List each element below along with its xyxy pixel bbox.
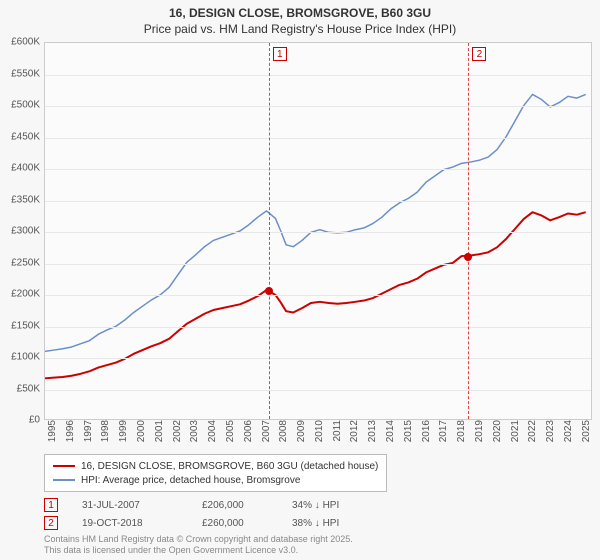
sale-marker-dot — [265, 287, 273, 295]
chart-title-subtitle: Price paid vs. HM Land Registry's House … — [0, 22, 600, 36]
series-line-hpi — [45, 94, 586, 351]
transaction-table: 1 31-JUL-2007£206,00034% ↓ HPI 2 19-OCT-201… — [44, 496, 392, 532]
x-axis-tick-label: 2010 — [314, 420, 325, 450]
transaction-row: 2 19-OCT-2018£260,00038% ↓ HPI — [44, 514, 392, 532]
sale-marker-line — [269, 43, 270, 419]
x-axis-tick-label: 1996 — [65, 420, 76, 450]
legend-swatch — [53, 465, 75, 467]
sale-marker-number: 1 — [273, 47, 287, 61]
x-axis-tick-label: 2015 — [403, 420, 414, 450]
y-axis-tick-label: £200K — [0, 289, 40, 300]
transaction-price: £206,000 — [202, 500, 292, 511]
y-axis-tick-label: £150K — [0, 320, 40, 331]
gridline-h — [45, 201, 591, 202]
x-axis-tick-label: 2011 — [332, 420, 343, 450]
x-axis-tick-label: 2016 — [421, 420, 432, 450]
x-axis-tick-label: 2018 — [456, 420, 467, 450]
transaction-date: 19-OCT-2018 — [82, 518, 202, 529]
gridline-h — [45, 295, 591, 296]
gridline-h — [45, 138, 591, 139]
sale-marker-number: 2 — [472, 47, 486, 61]
transaction-number-box: 1 — [44, 498, 58, 512]
x-axis-tick-label: 1998 — [100, 420, 111, 450]
x-axis-tick-label: 2004 — [207, 420, 218, 450]
title-block: 16, DESIGN CLOSE, BROMSGROVE, B60 3GU Pr… — [0, 0, 600, 38]
chart-container: 16, DESIGN CLOSE, BROMSGROVE, B60 3GU Pr… — [0, 0, 600, 560]
chart-svg — [45, 43, 591, 419]
x-axis-tick-label: 2014 — [385, 420, 396, 450]
transaction-number-box: 2 — [44, 516, 58, 530]
x-axis-tick-label: 2019 — [474, 420, 485, 450]
footer-line1: Contains HM Land Registry data © Crown c… — [44, 534, 353, 545]
y-axis-tick-label: £450K — [0, 131, 40, 142]
y-axis-tick-label: £500K — [0, 100, 40, 111]
legend-box: 16, DESIGN CLOSE, BROMSGROVE, B60 3GU (d… — [44, 454, 387, 492]
sale-marker-line — [468, 43, 469, 419]
legend-label: HPI: Average price, detached house, Brom… — [81, 475, 300, 486]
gridline-h — [45, 232, 591, 233]
y-axis-tick-label: £350K — [0, 194, 40, 205]
transaction-date: 31-JUL-2007 — [82, 500, 202, 511]
x-axis-tick-label: 2005 — [225, 420, 236, 450]
y-axis-tick-label: £100K — [0, 352, 40, 363]
x-axis-tick-label: 2013 — [367, 420, 378, 450]
gridline-h — [45, 75, 591, 76]
y-axis-tick-label: £400K — [0, 163, 40, 174]
x-axis-tick-label: 2023 — [545, 420, 556, 450]
plot-area: 12 — [44, 42, 592, 420]
transaction-pct-delta: 34% ↓ HPI — [292, 500, 392, 511]
x-axis-tick-label: 2022 — [527, 420, 538, 450]
gridline-h — [45, 264, 591, 265]
x-axis-tick-label: 2020 — [492, 420, 503, 450]
x-axis-tick-label: 2001 — [154, 420, 165, 450]
gridline-h — [45, 169, 591, 170]
transaction-row: 1 31-JUL-2007£206,00034% ↓ HPI — [44, 496, 392, 514]
x-axis-tick-label: 2021 — [510, 420, 521, 450]
legend-swatch — [53, 479, 75, 481]
chart-title-address: 16, DESIGN CLOSE, BROMSGROVE, B60 3GU — [0, 6, 600, 20]
attribution-footer: Contains HM Land Registry data © Crown c… — [44, 534, 353, 556]
footer-line2: This data is licensed under the Open Gov… — [44, 545, 353, 556]
y-axis-tick-label: £250K — [0, 257, 40, 268]
y-axis-tick-label: £600K — [0, 37, 40, 48]
x-axis-tick-label: 2017 — [438, 420, 449, 450]
gridline-h — [45, 358, 591, 359]
y-axis-tick-label: £550K — [0, 68, 40, 79]
x-axis-tick-label: 2007 — [261, 420, 272, 450]
x-axis-tick-label: 2025 — [581, 420, 592, 450]
x-axis-tick-label: 2003 — [189, 420, 200, 450]
x-axis-tick-label: 2006 — [243, 420, 254, 450]
x-axis-tick-label: 2024 — [563, 420, 574, 450]
x-axis-tick-label: 2008 — [278, 420, 289, 450]
transaction-pct-delta: 38% ↓ HPI — [292, 518, 392, 529]
x-axis-tick-label: 2009 — [296, 420, 307, 450]
y-axis-tick-label: £0 — [0, 415, 40, 426]
y-axis-tick-label: £300K — [0, 226, 40, 237]
x-axis-tick-label: 1997 — [83, 420, 94, 450]
sale-marker-dot — [464, 253, 472, 261]
x-axis-tick-label: 2002 — [172, 420, 183, 450]
legend-row: HPI: Average price, detached house, Brom… — [53, 473, 378, 487]
x-axis-tick-label: 1999 — [118, 420, 129, 450]
x-axis-tick-label: 1995 — [47, 420, 58, 450]
x-axis-tick-label: 2000 — [136, 420, 147, 450]
y-axis-tick-label: £50K — [0, 383, 40, 394]
x-axis-tick-label: 2012 — [349, 420, 360, 450]
legend-label: 16, DESIGN CLOSE, BROMSGROVE, B60 3GU (d… — [81, 461, 378, 472]
transaction-price: £260,000 — [202, 518, 292, 529]
gridline-h — [45, 390, 591, 391]
gridline-h — [45, 327, 591, 328]
legend-row: 16, DESIGN CLOSE, BROMSGROVE, B60 3GU (d… — [53, 459, 378, 473]
gridline-h — [45, 106, 591, 107]
